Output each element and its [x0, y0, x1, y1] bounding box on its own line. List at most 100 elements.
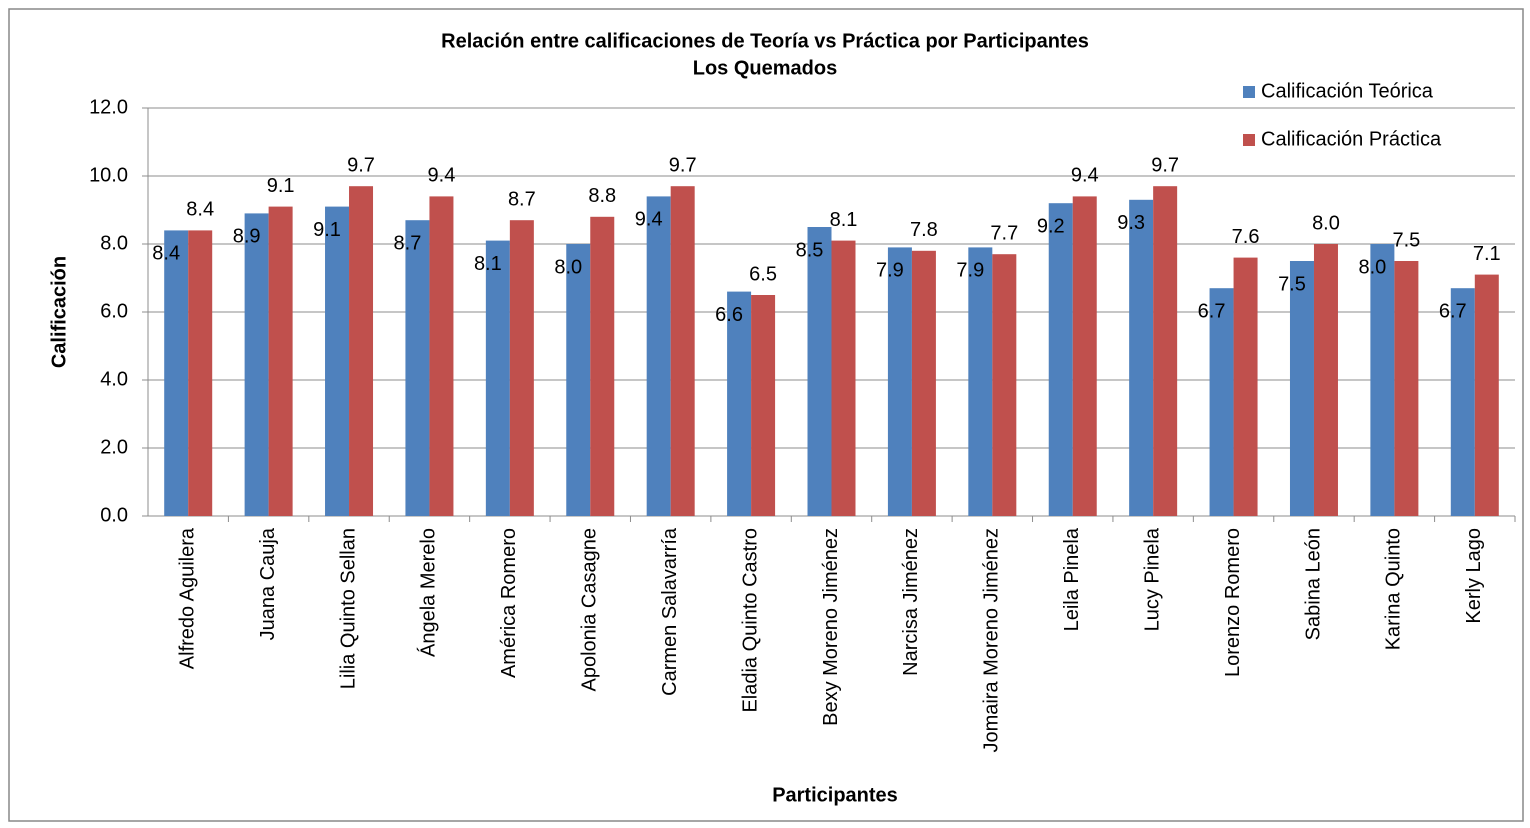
x-tick-label: Narcisa Jiménez [900, 528, 922, 676]
data-label: 9.4 [1071, 165, 1099, 187]
y-tick-label: 10.0 [89, 164, 128, 186]
x-tick-label: Bexy Moreno Jiménez [820, 528, 842, 726]
data-label: 7.7 [990, 222, 1018, 244]
x-tick-label: Juana Cauja [257, 527, 279, 640]
bar [405, 220, 430, 516]
legend-swatch [1243, 86, 1255, 98]
bar [485, 240, 510, 516]
bar [349, 186, 374, 516]
data-label: 8.7 [508, 188, 536, 210]
data-label: 6.7 [1439, 300, 1467, 322]
x-tick-label: América Romero [498, 528, 520, 678]
data-label: 6.6 [715, 304, 743, 326]
data-label: 9.7 [347, 154, 375, 176]
x-tick-label: Alfredo Aguilera [176, 527, 198, 669]
x-tick-label: Karina Quinto [1383, 528, 1405, 650]
data-label: 9.1 [313, 219, 341, 241]
x-tick-label: Jomaira Moreno Jiménez [981, 528, 1003, 753]
bar [1153, 186, 1178, 516]
bar [268, 206, 293, 516]
data-label: 8.0 [1358, 256, 1386, 278]
data-label: 6.5 [749, 263, 777, 285]
bar [566, 244, 591, 516]
data-label: 8.7 [394, 232, 422, 254]
data-label: 8.1 [830, 209, 858, 231]
x-tick-label: Kerly Lago [1463, 528, 1485, 624]
x-axis-label: Participantes [772, 784, 898, 806]
bar [1072, 196, 1097, 516]
bar [1394, 261, 1419, 516]
data-label: 7.5 [1392, 229, 1420, 251]
bar [1450, 288, 1475, 516]
legend-label: Calificación Práctica [1261, 128, 1442, 150]
y-axis-label: Calificación [48, 256, 70, 368]
legend-swatch [1243, 134, 1255, 146]
data-label: 8.4 [186, 199, 214, 221]
data-label: 6.7 [1198, 300, 1226, 322]
x-tick-label: Lorenzo Romero [1222, 528, 1244, 677]
x-tick-label: Carmen Salavarría [659, 527, 681, 696]
bar [164, 230, 189, 516]
bar [911, 250, 936, 517]
data-label: 8.1 [474, 253, 502, 275]
bar [992, 254, 1017, 516]
data-label: 7.6 [1232, 226, 1260, 248]
data-label: 8.0 [1312, 212, 1340, 234]
data-label: 8.5 [796, 239, 824, 261]
bar [646, 196, 671, 516]
bar [509, 220, 534, 516]
y-tick-label: 0.0 [100, 504, 128, 526]
bar [1048, 203, 1073, 516]
data-label: 8.0 [554, 256, 582, 278]
bar [727, 291, 752, 516]
x-tick-label: Ángela Merelo [417, 528, 440, 657]
data-label: 9.3 [1117, 212, 1145, 234]
bar [1474, 274, 1499, 516]
data-label: 7.9 [956, 260, 984, 282]
legend-label: Calificación Teórica [1261, 80, 1434, 102]
y-tick-label: 4.0 [100, 368, 128, 390]
data-label: 7.8 [910, 219, 938, 241]
x-tick-label: Sabina León [1302, 528, 1324, 640]
x-tick-label: Apolonia Casagne [579, 528, 601, 691]
x-tick-label: Lilia Quinto Sellan [337, 528, 359, 689]
data-label: 8.9 [233, 226, 261, 248]
data-label: 8.8 [588, 185, 616, 207]
bar [1313, 244, 1338, 516]
data-label: 8.4 [152, 243, 180, 265]
bar [429, 196, 454, 516]
bar [887, 247, 912, 516]
bar [831, 240, 856, 516]
bar [670, 186, 695, 516]
chart-subtitle: Los Quemados [693, 57, 837, 79]
bar [325, 206, 350, 516]
bar [1289, 261, 1314, 516]
bar [1209, 288, 1234, 516]
bar [1129, 199, 1154, 517]
x-tick-label: Leila Pinela [1061, 527, 1083, 631]
bar [968, 247, 993, 516]
bar [244, 213, 269, 516]
x-tick-label: Eladia Quinto Castro [739, 528, 761, 713]
y-tick-label: 6.0 [100, 300, 128, 322]
bar [188, 230, 213, 516]
data-label: 9.2 [1037, 215, 1065, 237]
data-label: 9.4 [428, 165, 456, 187]
y-tick-label: 2.0 [100, 436, 128, 458]
bar [807, 227, 832, 516]
data-label: 9.7 [669, 154, 697, 176]
data-label: 9.4 [635, 209, 663, 231]
bar [751, 295, 776, 516]
data-label: 9.7 [1151, 154, 1179, 176]
chart-title: Relación entre calificaciones de Teoría … [441, 30, 1089, 52]
data-label: 7.9 [876, 260, 904, 282]
data-label: 7.1 [1473, 243, 1501, 265]
data-label: 9.1 [267, 175, 295, 197]
y-tick-label: 12.0 [89, 96, 128, 118]
data-label: 7.5 [1278, 273, 1306, 295]
bar [1370, 244, 1395, 516]
bar [1233, 257, 1258, 516]
y-tick-label: 8.0 [100, 232, 128, 254]
x-tick-label: Lucy Pinela [1141, 527, 1163, 631]
